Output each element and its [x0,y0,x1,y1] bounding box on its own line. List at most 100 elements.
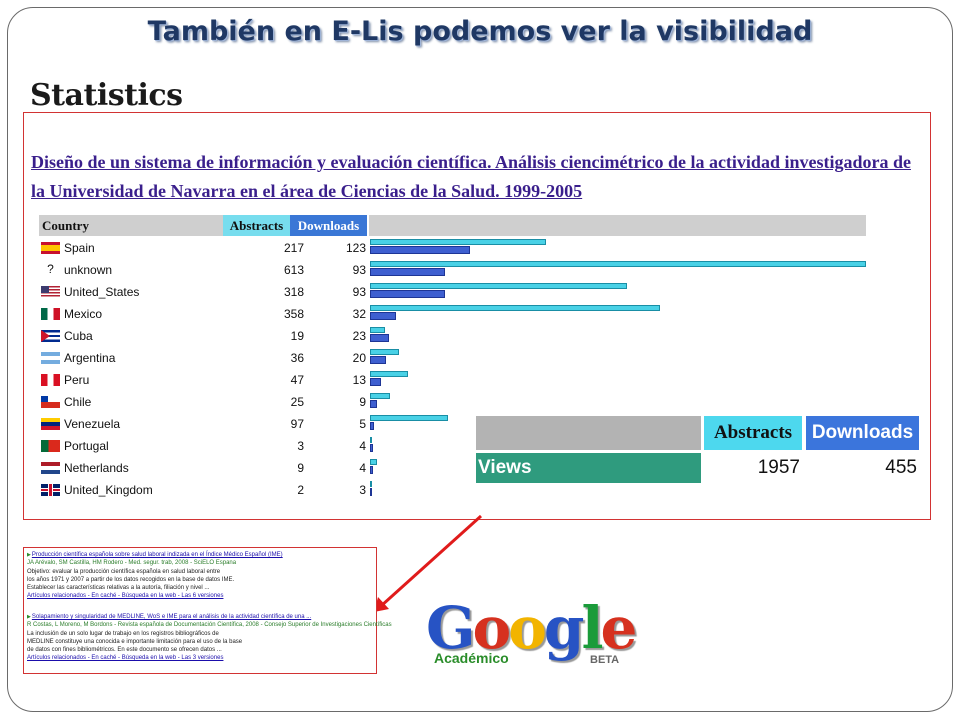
scholar-result-meta: R Costas, L Moreno, M Bordons - Revista … [27,622,392,629]
scholar-result-snippet-line: La inclusión de un solo lugar de trabajo… [27,630,219,637]
country-name: Venezuela [64,417,121,431]
abstracts-count: 613 [283,263,304,277]
country-name: Portugal [64,439,109,453]
slide-title: También en E-Lis podemos ver la visibili… [147,16,813,47]
downloads-bar [370,268,445,276]
country-row: Venezuela 97 5 [39,413,869,435]
document-title-link[interactable]: Diseño de un sistema de información y ev… [31,152,911,201]
google-academico-logo: Google Académico BETA [426,598,638,673]
downloads-count: 3 [359,483,366,497]
country-row: Spain 217 123 [39,237,869,259]
mexico-flag-icon [41,308,60,320]
logo-subtitle: Académico [434,650,509,666]
usa-flag-icon [41,286,60,298]
venezuela-flag-icon [41,418,60,430]
country-row: United_Kingdom 2 3 [39,479,869,501]
scholar-result: Solapamiento y singularidad de MEDLINE, … [27,613,392,663]
portugal-flag-icon [41,440,60,452]
country-name: United_States [64,285,140,299]
scholar-result-snippet-line: los años 1971 y 2007 a partir de los dat… [27,576,235,583]
downloads-bar [370,378,381,386]
abstracts-count: 47 [290,373,304,387]
country-column-header: Country [39,215,223,236]
abstracts-count: 19 [290,329,304,343]
downloads-count: 13 [352,373,366,387]
country-name: Netherlands [64,461,129,475]
abstracts-bar [370,393,390,399]
downloads-count: 23 [352,329,366,343]
statistics-panel: Diseño de un sistema de información y ev… [23,112,931,520]
country-name: unknown [64,263,113,277]
downloads-count: 5 [359,417,366,431]
downloads-count: 4 [359,439,366,453]
scholar-result-links[interactable]: Artículos relacionados - En caché - Búsq… [27,593,224,600]
downloads-bar [370,334,389,342]
country-name: Chile [64,395,92,409]
downloads-count: 93 [352,263,366,277]
downloads-count: 20 [352,351,366,365]
abstracts-bar [370,283,627,289]
summary-views-label: Views [476,453,701,483]
downloads-count: 123 [345,241,366,255]
abstracts-bar [370,349,399,355]
scholar-result: Producción científica española sobre sal… [27,551,372,601]
abstracts-count: 9 [297,461,304,475]
scholar-result-title-link[interactable]: Solapamiento y singularidad de MEDLINE, … [27,613,372,621]
country-row: Chile 25 9 [39,391,869,413]
abstracts-count: 2 [297,483,304,497]
country-row: Mexico 358 32 [39,303,869,325]
country-row: United_States 318 93 [39,281,869,303]
country-name: Mexico [64,307,103,321]
scholar-result-snippet-line: Objetivo: evaluar la producción científi… [27,568,221,575]
abstracts-count: 318 [283,285,304,299]
argentina-flag-icon [41,352,60,364]
country-row: ? unknown 613 93 [39,259,869,281]
downloads-bar [370,290,445,298]
downloads-count: 32 [352,307,366,321]
country-row: Cuba 19 23 [39,325,869,347]
country-name: Spain [64,241,95,255]
scholar-result-links[interactable]: Artículos relacionados - En caché - Búsq… [27,655,224,662]
country-row: Portugal 3 4 [39,435,869,457]
abstracts-bar [370,305,660,311]
summary-abstracts-header: Abstracts [704,416,802,450]
summary-abstracts-total: 1957 [757,457,800,478]
bar-column-header [369,215,866,236]
country-name: Cuba [64,329,93,343]
downloads-count: 9 [359,395,366,409]
statistics-heading: Statistics [30,78,183,113]
abstracts-column-header: Abstracts [223,215,290,236]
downloads-bar [370,246,470,254]
downloads-bar [370,312,396,320]
spain-flag-icon [41,242,60,254]
scholar-result-title-link[interactable]: Producción científica española sobre sal… [27,551,372,559]
peru-flag-icon [41,374,60,386]
downloads-bar [370,356,386,364]
abstracts-bar [370,481,372,487]
country-name: Peru [64,373,90,387]
downloads-column-header: Downloads [290,215,367,236]
chile-flag-icon [41,396,60,408]
summary-header-blank [476,416,701,450]
country-row: Peru 47 13 [39,369,869,391]
abstracts-count: 36 [290,351,304,365]
google-logo-word: Google [426,594,637,662]
abstracts-bar [370,459,377,465]
scholar-results-panel: Producción científica española sobre sal… [23,547,392,674]
abstracts-bar [370,437,372,443]
cuba-flag-icon [41,330,60,342]
country-name: Argentina [64,351,116,365]
netherlands-flag-icon [41,462,60,474]
country-row: Argentina 36 20 [39,347,869,369]
abstracts-bar [370,415,448,421]
abstracts-count: 217 [283,241,304,255]
scholar-result-snippet-line: de datos con fines bibliométricos. En es… [27,647,222,654]
summary-downloads-total: 455 [885,457,917,478]
country-name: United_Kingdom [64,483,153,497]
downloads-bar [370,400,377,408]
scholar-result-snippet-line: Establecer las características relativas… [27,585,210,592]
abstracts-count: 25 [290,395,304,409]
uk-flag-icon [41,484,60,496]
abstracts-bar [370,327,385,333]
abstracts-bar [370,371,408,377]
